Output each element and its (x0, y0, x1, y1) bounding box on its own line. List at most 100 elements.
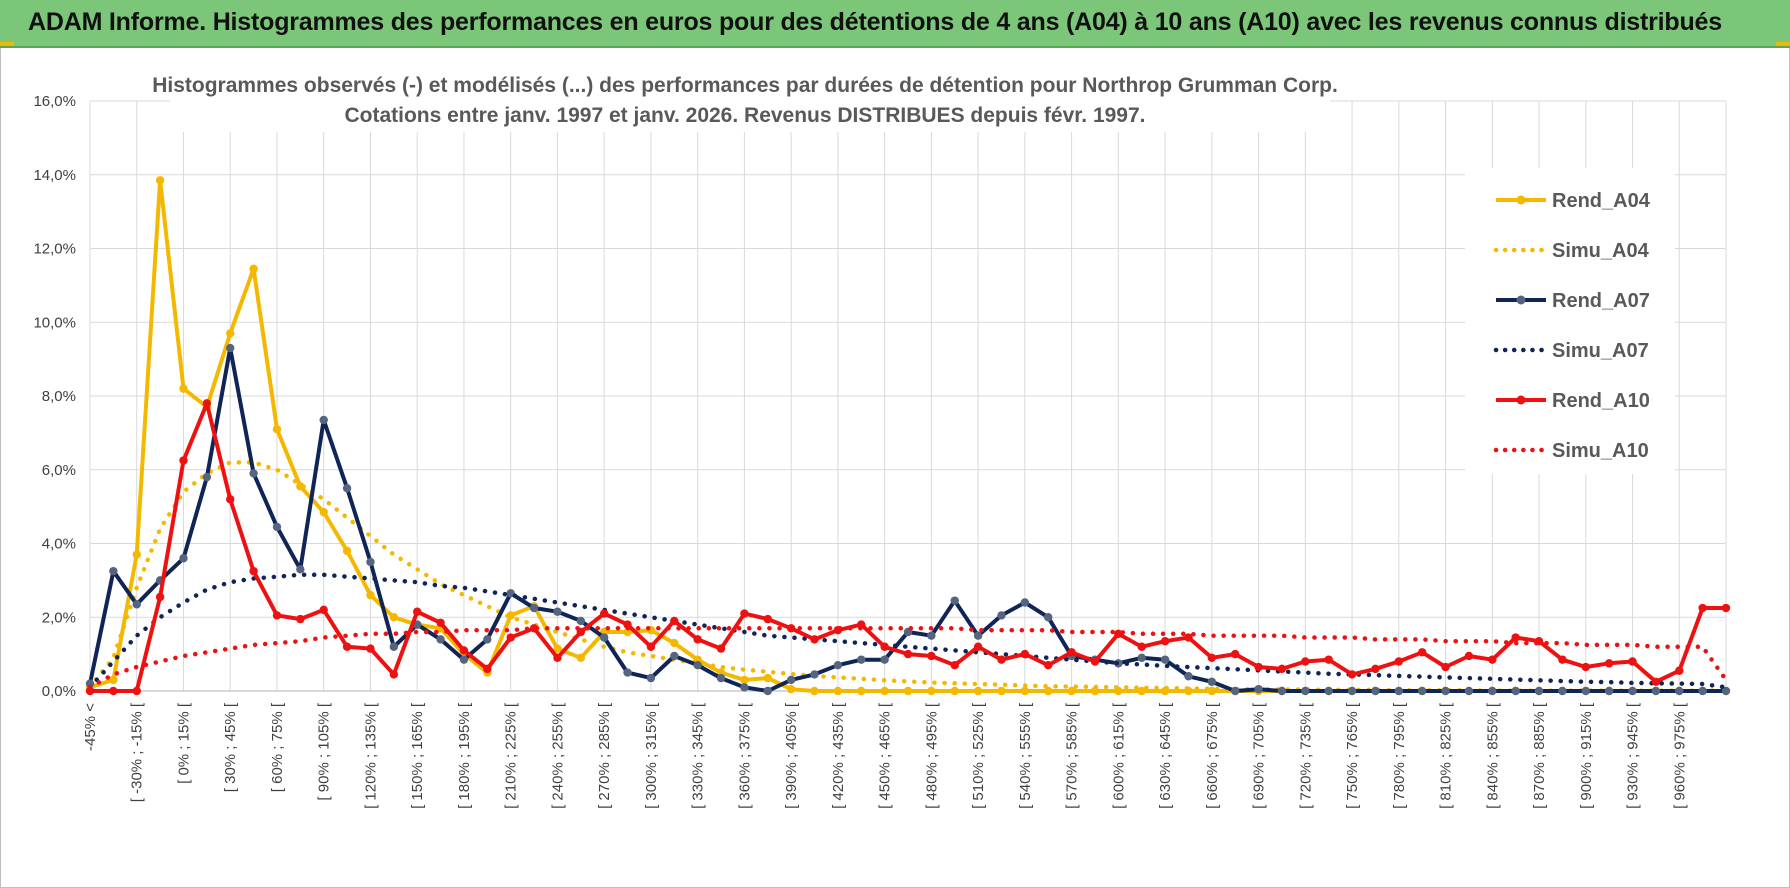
series-simu-a07-line (87, 572, 1729, 690)
series-rend-a07-point (927, 631, 936, 640)
series-rend-a10-point (319, 605, 328, 615)
series-rend-a07-point (599, 633, 609, 642)
series-rend-a10-point (810, 635, 819, 644)
series-rend-a07-point (1394, 686, 1404, 696)
y-tick-label: 2,0% (42, 609, 76, 626)
x-tick-label: [ 630% ; 645% [ (1157, 702, 1174, 809)
series-rend-a04-point (786, 684, 796, 694)
series-rend-a10-point (1160, 637, 1170, 646)
series-rend-a10-point (1324, 655, 1333, 664)
legend-label-rend-a04: Rend_A04 (1552, 190, 1651, 212)
x-tick-label: [ 930% ; 945% [ (1625, 702, 1642, 809)
series-rend-a10-point (1277, 664, 1287, 674)
series-rend-a10-point (1184, 633, 1193, 642)
series-rend-a10-point (1628, 657, 1637, 666)
series-rend-a07-point (1417, 686, 1427, 696)
series-rend-a07-point (366, 557, 375, 567)
series-rend-a10-point (1698, 603, 1707, 613)
series-rend-a04-point (366, 590, 375, 600)
series-rend-a10-point (1044, 660, 1053, 670)
series-rend-a10-point (506, 633, 515, 642)
series-rend-a07-point (109, 566, 118, 576)
x-tick-label: [ 510% ; 525% [ (970, 702, 987, 809)
series-rend-a10-point (296, 614, 305, 624)
series-rend-a07-point (1488, 686, 1497, 696)
series-rend-a07-point (1581, 686, 1590, 696)
series-rend-a10-point (155, 592, 165, 602)
y-axis-ticks: 0,0% 2,0% 4,0% 6,0% 8,0% 10,0% 12,0% 14,0% 16,0% (33, 93, 76, 700)
x-tick-label: [ 300% ; 315% [ (643, 702, 660, 809)
x-tick-label: [ 840% ; 855% [ (1484, 702, 1501, 809)
series-rend-a07-point (1604, 686, 1614, 696)
series-rend-a07-point (1511, 686, 1520, 696)
x-tick-label: [ 600% ; 615% [ (1110, 702, 1127, 809)
x-tick-label: [ 660% ; 675% [ (1204, 702, 1221, 809)
x-tick-label: [ 210% ; 225% [ (503, 702, 520, 809)
series-layer (85, 176, 1731, 696)
series-rend-a07-point (670, 651, 679, 661)
series-rend-a10-point (1067, 648, 1076, 657)
x-tick-label: [ 30% ; 45% [ (222, 702, 239, 792)
series-rend-a07-point (389, 642, 399, 651)
series-rend-a07-point (740, 683, 749, 692)
series-rend-a07-point (693, 660, 702, 670)
series-rend-a04-point (389, 613, 399, 622)
series-rend-a07-point (202, 472, 212, 482)
series-rend-a04-point (927, 686, 936, 696)
series-rend-a07-point (1207, 677, 1217, 686)
series-rend-a07-point (1698, 686, 1707, 696)
series-rend-a10-point (553, 653, 562, 663)
x-tick-label: [ 570% ; 585% [ (1064, 702, 1081, 809)
series-rend-a07-point (296, 565, 305, 574)
series-rend-a10-point (132, 686, 141, 696)
series-rend-a04-point (272, 424, 282, 434)
series-rend-a10-point (109, 686, 118, 696)
series-rend-a07-point (1020, 598, 1030, 607)
series-rend-a07-point (1651, 686, 1661, 696)
series-rend-a10-point (459, 646, 469, 655)
series-rend-a07-point (1464, 686, 1474, 696)
legend-marker-rend-a10 (1516, 395, 1526, 405)
legend-label-simu-a07: Simu_A07 (1552, 340, 1649, 362)
series-rend-a07-point (529, 603, 539, 613)
x-tick-label: [ 90% ; 105% [ (316, 702, 333, 800)
x-tick-label: [ 150% ; 165% [ (409, 702, 426, 809)
series-rend-a04-point (226, 329, 235, 338)
series-rend-a10-point (1581, 662, 1590, 672)
series-rend-a07-point (553, 607, 562, 616)
x-tick-label: [ 810% ; 825% [ (1438, 702, 1455, 809)
series-rend-a04-point (1044, 686, 1053, 696)
series-rend-a07-point (623, 668, 632, 677)
x-tick-label: [ 270% ; 285% [ (596, 702, 613, 809)
series-rend-a07-point (973, 631, 983, 640)
series-rend-a10-point (202, 399, 212, 408)
corner-mark-right (1776, 42, 1790, 46)
series-rend-a07-point (1301, 686, 1310, 696)
series-rend-a04-point (833, 686, 843, 696)
series-rend-a10-point (646, 642, 656, 651)
legend-label-rend-a10: Rend_A10 (1552, 390, 1650, 412)
legend-label-simu-a04: Simu_A04 (1552, 240, 1650, 262)
series-rend-a07-point (272, 522, 282, 532)
series-rend-a10-point (880, 642, 889, 651)
series-rend-a07-point (1721, 686, 1731, 696)
y-tick-label: 6,0% (42, 462, 76, 479)
series-rend-a07-point (1675, 686, 1684, 696)
series-rend-a04-point (132, 550, 141, 559)
series-rend-a10-point (1488, 655, 1497, 664)
series-rend-a10-point (1090, 657, 1100, 666)
series-rend-a10-point (1604, 659, 1614, 668)
series-rend-a10-point (927, 651, 936, 661)
banner-title: ADAM Informe. Histogrammes des performan… (28, 8, 1722, 36)
x-tick-label: [ 240% ; 255% [ (549, 702, 566, 809)
series-rend-a04-point (342, 546, 352, 556)
series-rend-a07-point (763, 686, 772, 696)
series-rend-a10-point (1721, 603, 1731, 613)
series-rend-a07-point (1324, 686, 1333, 696)
series-rend-a10-point (740, 609, 749, 618)
series-rend-a04-point (553, 644, 562, 653)
series-rend-a04-point (857, 686, 866, 696)
series-rend-a07-point (1277, 686, 1287, 696)
series-rend-a07-point (132, 600, 141, 609)
series-rend-a10-point (1114, 629, 1123, 639)
